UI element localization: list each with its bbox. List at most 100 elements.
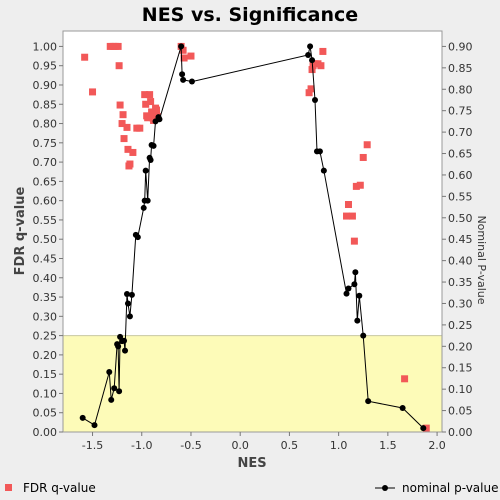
y-left-tick-label: 0.20	[33, 349, 58, 362]
nominal-p-point	[115, 343, 122, 350]
fdr-point	[89, 88, 97, 96]
x-tick-label: 0.0	[231, 439, 249, 452]
x-tick-label: -1.5	[82, 439, 103, 452]
nominal-p-point	[316, 148, 323, 155]
fdr-point	[344, 201, 352, 209]
x-tick-label: 2.0	[428, 439, 446, 452]
x-axis-title: NES	[237, 456, 266, 471]
nominal-p-point	[188, 78, 195, 85]
fdr-point	[359, 153, 367, 161]
y-left-tick-label: 0.10	[33, 387, 58, 400]
y-left-tick-label: 0.90	[33, 79, 58, 92]
y-left-tick-label: 0.75	[33, 137, 58, 150]
y-right-tick-label: 0.35	[448, 276, 473, 289]
y-left-tick-label: 0.80	[33, 118, 58, 131]
fdr-point	[180, 54, 188, 62]
axes: -1.5 -1.0 -0.5 0.0 0.5 1.0 1.5 2.00.000.050.100…	[33, 30, 473, 452]
fdr-point	[120, 135, 128, 143]
nominal-p-point	[178, 43, 185, 50]
nominal-p-point	[142, 167, 149, 174]
legend-nominal-dot	[382, 485, 388, 491]
y-left-tick-label: 0.85	[33, 98, 58, 111]
plot-area	[63, 31, 442, 432]
y-right-tick-label: 0.25	[448, 319, 473, 332]
nominal-p-point	[345, 285, 352, 292]
fdr-point	[141, 91, 149, 99]
y-right-tick-label: 0.50	[448, 212, 473, 225]
y-right-tick-label: 0.10	[448, 383, 473, 396]
y-axis-right-title: Nominal P-value	[475, 215, 488, 304]
chart-title: NES vs. Significance	[142, 4, 358, 26]
nominal-p-point	[156, 116, 163, 123]
nominal-p-point	[343, 290, 350, 297]
fdr-point	[129, 148, 137, 156]
y-right-tick-label: 0.65	[448, 148, 473, 161]
fdr-point	[308, 66, 316, 74]
fdr-point	[352, 182, 360, 190]
nominal-p-point	[134, 234, 141, 241]
nominal-p-point	[147, 156, 154, 163]
x-tick-label: 1.0	[330, 439, 348, 452]
x-tick-label: -0.5	[180, 439, 201, 452]
nominal-p-point	[399, 405, 406, 412]
y-right-tick-label: 0.00	[448, 426, 473, 439]
y-left-tick-label: 0.35	[33, 291, 58, 304]
nominal-p-point	[360, 332, 367, 339]
nominal-p-point	[352, 269, 359, 276]
fdr-point	[307, 85, 315, 93]
fdr-point	[147, 98, 155, 106]
legend: FDR q-value nominal p-value	[5, 481, 498, 495]
y-left-tick-label: 0.70	[33, 156, 58, 169]
nominal-p-point	[126, 313, 133, 320]
y-right-tick-label: 0.20	[448, 340, 473, 353]
y-left-tick-label: 0.00	[33, 426, 58, 439]
fdr-point	[350, 237, 358, 245]
y-left-tick-label: 0.15	[33, 368, 58, 381]
fdr-point	[119, 111, 127, 119]
y-left-tick-label: 0.60	[33, 195, 58, 208]
nominal-p-point	[307, 43, 314, 50]
y-right-tick-label: 0.40	[448, 255, 473, 268]
nominal-p-point	[309, 57, 316, 64]
fdr-point	[81, 53, 89, 61]
fdr-point	[116, 101, 124, 109]
y-right-tick-label: 0.85	[448, 62, 473, 75]
y-right-tick-label: 0.60	[448, 169, 473, 182]
y-right-tick-label: 0.15	[448, 362, 473, 375]
nominal-p-point	[140, 204, 147, 211]
y-right-tick-label: 0.45	[448, 233, 473, 246]
fdr-point	[142, 100, 150, 108]
fdr-point	[401, 375, 409, 383]
y-left-tick-label: 0.65	[33, 175, 58, 188]
fdr-point	[348, 212, 356, 220]
y-left-tick-label: 1.00	[33, 40, 58, 53]
fdr-point	[363, 141, 371, 149]
fdr-point	[187, 52, 195, 60]
nominal-p-point	[91, 422, 98, 429]
nominal-p-point	[365, 398, 372, 405]
y-right-tick-label: 0.90	[448, 40, 473, 53]
fdr-point	[343, 212, 351, 220]
fdr-point	[317, 62, 325, 70]
legend-fdr-swatch	[5, 484, 12, 491]
y-left-tick-label: 0.30	[33, 310, 58, 323]
nominal-p-point	[305, 51, 312, 58]
nominal-p-point	[320, 167, 327, 174]
nominal-p-point	[179, 71, 186, 78]
nominal-p-point	[111, 385, 118, 392]
nominal-p-point	[124, 300, 131, 307]
fdr-point	[153, 106, 161, 114]
nominal-p-point	[122, 347, 129, 354]
nominal-p-point	[123, 291, 130, 298]
nominal-p-point	[150, 142, 157, 149]
y-right-tick-label: 0.55	[448, 190, 473, 203]
nominal-p-point	[180, 76, 187, 83]
y-left-tick-label: 0.05	[33, 407, 58, 420]
fdr-point	[356, 181, 364, 189]
fdr-point	[319, 47, 327, 55]
fdr-point	[114, 42, 122, 50]
y-left-tick-label: 0.95	[33, 60, 58, 73]
x-tick-label: 1.5	[379, 439, 397, 452]
nominal-p-point	[79, 414, 86, 421]
